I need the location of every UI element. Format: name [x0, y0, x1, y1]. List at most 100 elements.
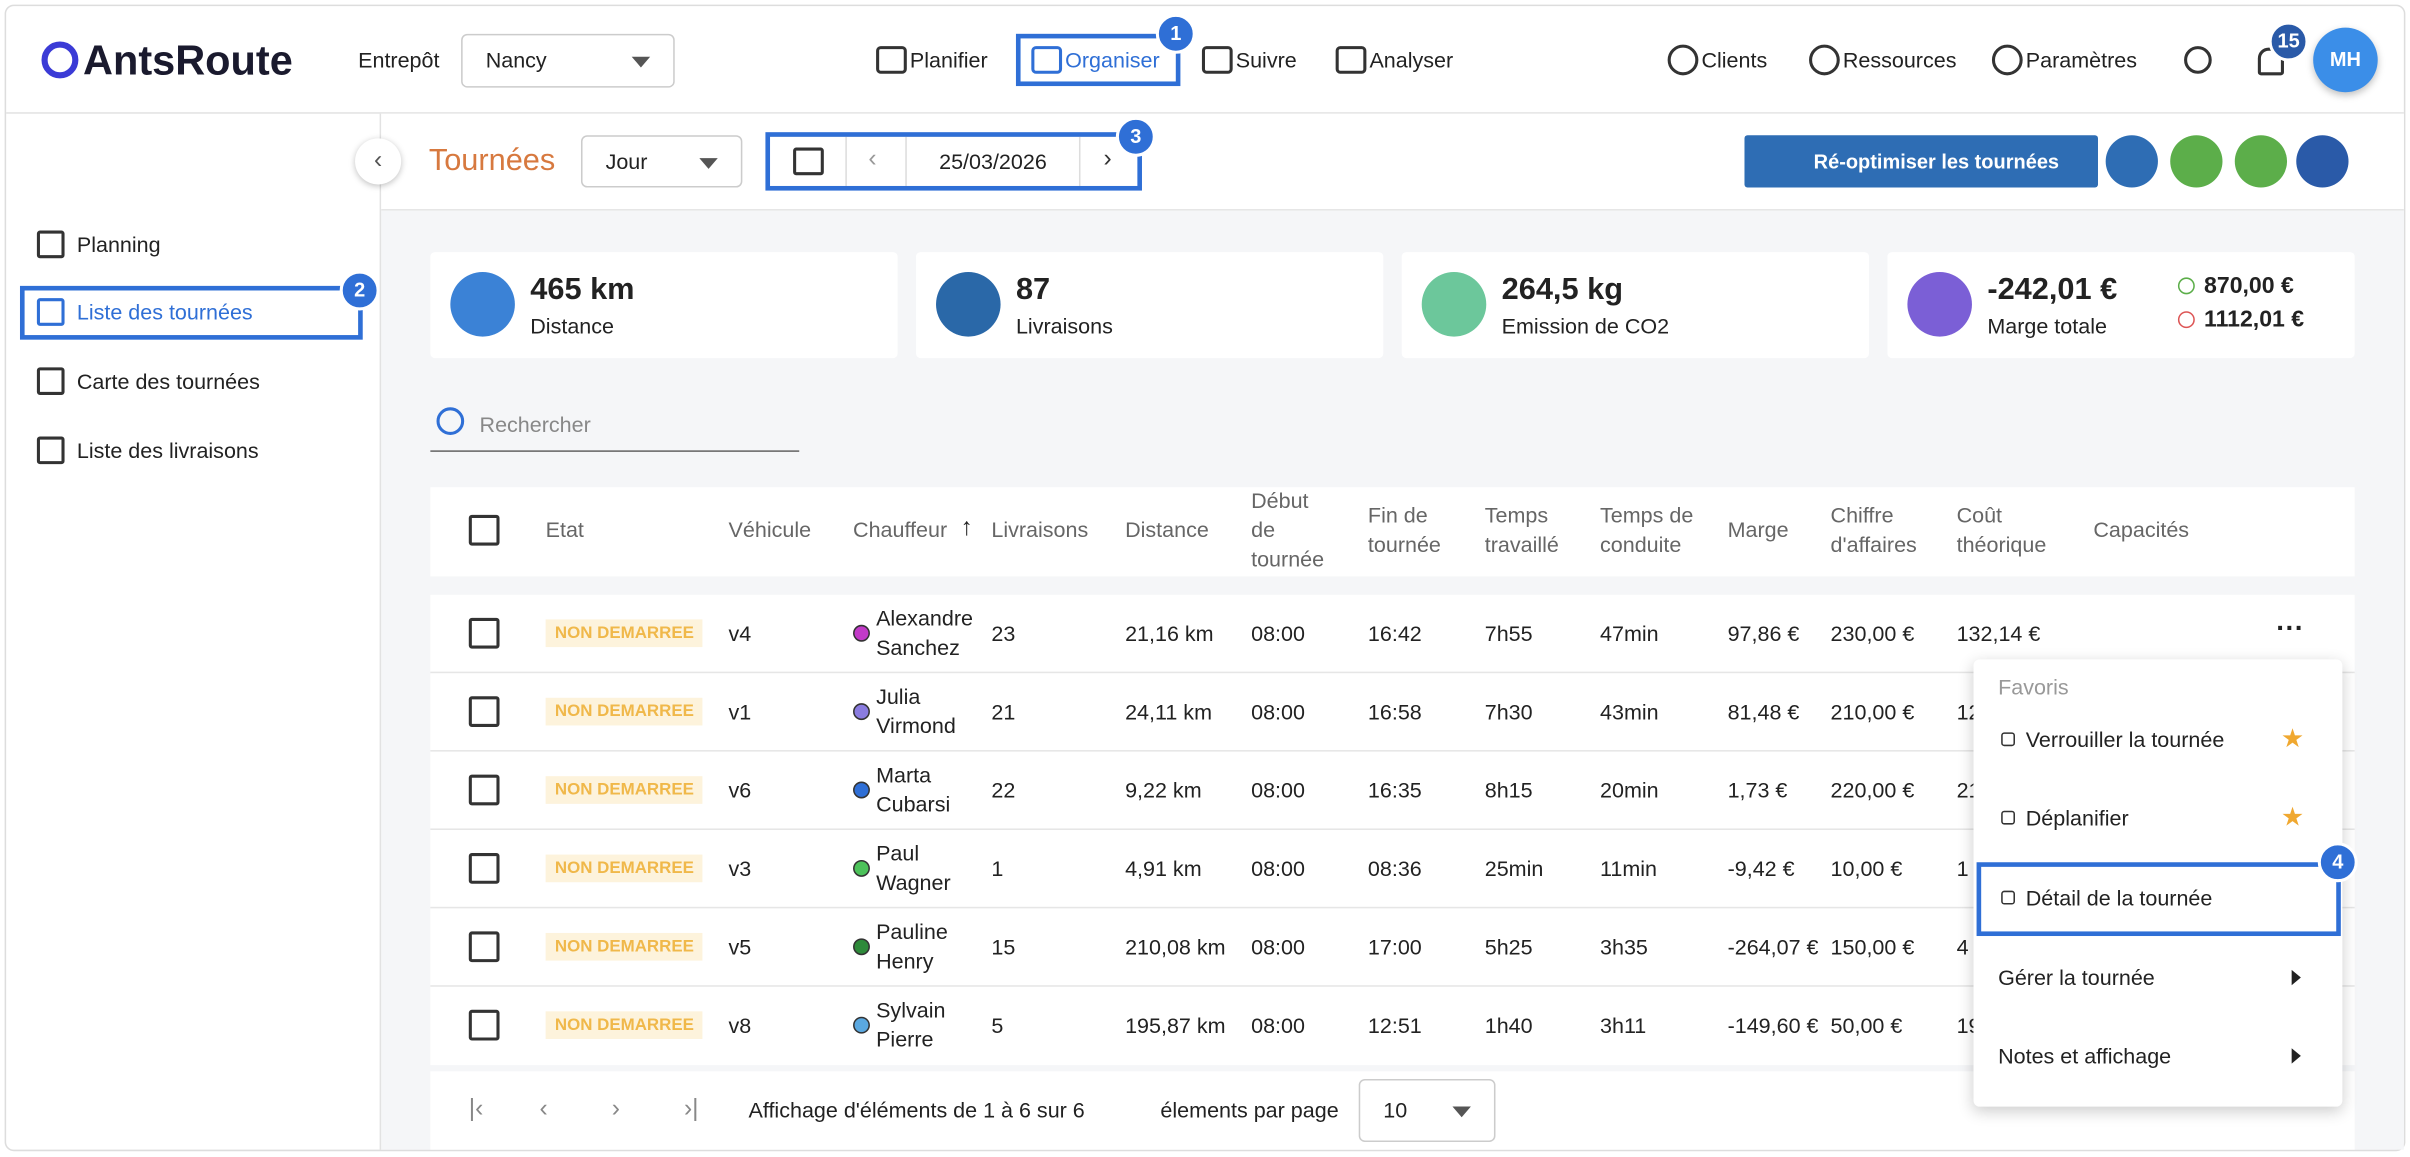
column-header[interactable]: Marge [1727, 517, 1789, 542]
stat-up: 870,00 € [2204, 272, 2294, 299]
column-header[interactable]: Temps travaillé [1484, 502, 1559, 557]
sidebar-icon[interactable] [36, 230, 65, 259]
next-day[interactable]: › [1103, 146, 1112, 173]
favorite-star[interactable]: ★ [2280, 802, 2305, 832]
menu-item[interactable]: Notes et affichage [1998, 1043, 2172, 1069]
search-icon[interactable] [2184, 46, 2212, 74]
driver-name: Julia Virmond [876, 683, 956, 738]
row-checkbox[interactable] [468, 853, 500, 884]
column-header[interactable]: Fin de tournée [1367, 502, 1441, 557]
sidebar-icon[interactable] [36, 436, 65, 465]
period-value[interactable]: Jour [605, 149, 648, 174]
sidebar-icon[interactable] [36, 298, 65, 326]
menu-item[interactable]: Gérer la tournée [1998, 965, 2155, 990]
nav-icon[interactable] [1809, 44, 1840, 76]
calendar-icon[interactable] [793, 147, 824, 176]
favorite-star[interactable]: ★ [2280, 723, 2305, 754]
per-page-select[interactable] [1358, 1078, 1496, 1142]
search-underline [430, 450, 800, 452]
collapse-button[interactable]: ‹ [355, 138, 402, 185]
reoptimize-button[interactable] [1744, 135, 2098, 188]
sidebar-item[interactable]: Liste des livraisons [76, 438, 259, 463]
column-header[interactable]: Etat [545, 517, 584, 542]
prev-day[interactable]: ‹ [868, 146, 877, 173]
cell: v5 [728, 934, 752, 960]
driver-name: Pauline Henry [876, 919, 948, 973]
page-nav[interactable]: › [611, 1095, 620, 1123]
stat-icon [1421, 272, 1487, 337]
page-title: Tournées [428, 143, 556, 178]
column-header[interactable]: Chauffeur [853, 517, 948, 542]
per-page-value[interactable]: 10 [1383, 1097, 1408, 1123]
dropdown-arrow [1452, 1106, 1471, 1118]
warehouse-select[interactable] [461, 33, 675, 88]
header-checkbox[interactable] [468, 514, 500, 546]
cell: 7h30 [1484, 699, 1533, 724]
page-nav[interactable]: |‹ [468, 1095, 484, 1123]
column-header[interactable]: Chiffre d'affaires [1830, 502, 1917, 557]
row-checkbox[interactable] [468, 931, 500, 963]
logo[interactable]: AntsRoute [82, 37, 293, 84]
nav-item[interactable]: Paramètres [2025, 47, 2137, 73]
page-nav[interactable]: ‹ [539, 1095, 548, 1123]
nav-icon[interactable] [1991, 44, 2023, 76]
sidebar-icon[interactable] [36, 367, 65, 396]
row-divider [430, 985, 2355, 987]
column-header[interactable]: Capacités [2093, 517, 2190, 542]
reoptimize-label[interactable]: Ré-optimiser les tournées [1813, 149, 2060, 173]
nav-icon[interactable] [1031, 46, 1063, 74]
row-checkbox[interactable] [468, 617, 500, 649]
submenu-arrow [2291, 969, 2301, 986]
nav-item[interactable]: Ressources [1842, 47, 1957, 73]
cell: 10,00 € [1830, 856, 1903, 881]
sidebar-item[interactable]: Carte des tournées [76, 368, 260, 394]
nav-item[interactable]: Planifier [909, 47, 988, 73]
menu-item[interactable]: Déplanifier [2025, 805, 2129, 830]
cell: 08:36 [1367, 856, 1422, 881]
cell: 23 [991, 620, 1016, 646]
nav-icon[interactable] [876, 46, 907, 74]
sidebar-item[interactable]: Planning [76, 232, 161, 257]
menu-item[interactable]: Détail de la tournée [2025, 885, 2213, 910]
column-header[interactable]: Livraisons [991, 517, 1089, 542]
sort-arrow[interactable]: ↑ [960, 514, 973, 542]
nav-icon[interactable] [1335, 46, 1367, 74]
cell: 1h40 [1484, 1012, 1533, 1038]
sidebar-item[interactable]: Liste des tournées [76, 299, 253, 325]
cell: 08:00 [1251, 620, 1305, 646]
cell: 12:51 [1367, 1012, 1422, 1038]
nav-item[interactable]: Organiser [1065, 47, 1160, 73]
driver-dot [853, 624, 870, 642]
row-menu[interactable]: ··· [2276, 612, 2304, 644]
action-button[interactable] [2105, 135, 2158, 188]
date-value[interactable]: 25/03/2026 [939, 149, 1047, 174]
row-checkbox[interactable] [468, 696, 500, 727]
avatar[interactable]: MH [2313, 27, 2378, 93]
up-icon [2177, 277, 2195, 295]
cell: 17:00 [1367, 934, 1422, 960]
row-checkbox[interactable] [468, 1009, 500, 1041]
column-header[interactable]: Véhicule [728, 517, 812, 542]
nav-icon[interactable] [1201, 46, 1233, 74]
nav-item[interactable]: Clients [1701, 47, 1768, 73]
column-header[interactable]: Début de tournée [1251, 487, 1325, 571]
column-header[interactable]: Distance [1125, 517, 1209, 542]
page-nav[interactable]: ›| [683, 1095, 699, 1123]
cell: -264,07 € [1727, 934, 1819, 960]
highlight-4 [1976, 862, 2341, 937]
nav-item[interactable]: Suivre [1235, 47, 1297, 73]
action-button[interactable] [2234, 135, 2288, 188]
nav-icon[interactable] [1667, 44, 1699, 76]
column-header[interactable]: Coût théorique [1956, 502, 2047, 557]
column-header[interactable]: Temps de conduite [1600, 502, 1694, 557]
action-button[interactable] [2296, 135, 2349, 188]
menu-item[interactable]: Verrouiller la tournée [2025, 726, 2225, 752]
warehouse-value[interactable]: Nancy [485, 47, 547, 73]
action-button[interactable] [2170, 135, 2223, 188]
search-input[interactable]: Rechercher [479, 411, 591, 437]
search-icon[interactable] [436, 407, 465, 435]
cell: 21,16 km [1125, 620, 1214, 646]
header-border [6, 112, 2404, 114]
row-checkbox[interactable] [468, 774, 500, 806]
nav-item[interactable]: Analyser [1369, 47, 1454, 73]
